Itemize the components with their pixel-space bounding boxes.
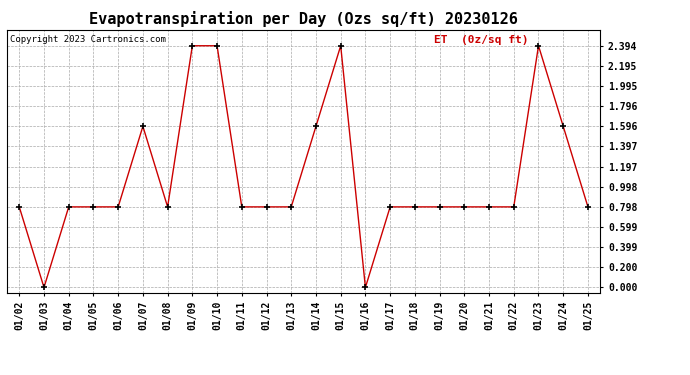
Text: ET  (0z/sq ft): ET (0z/sq ft) bbox=[434, 35, 529, 45]
Title: Evapotranspiration per Day (Ozs sq/ft) 20230126: Evapotranspiration per Day (Ozs sq/ft) 2… bbox=[89, 12, 518, 27]
Text: Copyright 2023 Cartronics.com: Copyright 2023 Cartronics.com bbox=[10, 35, 166, 44]
